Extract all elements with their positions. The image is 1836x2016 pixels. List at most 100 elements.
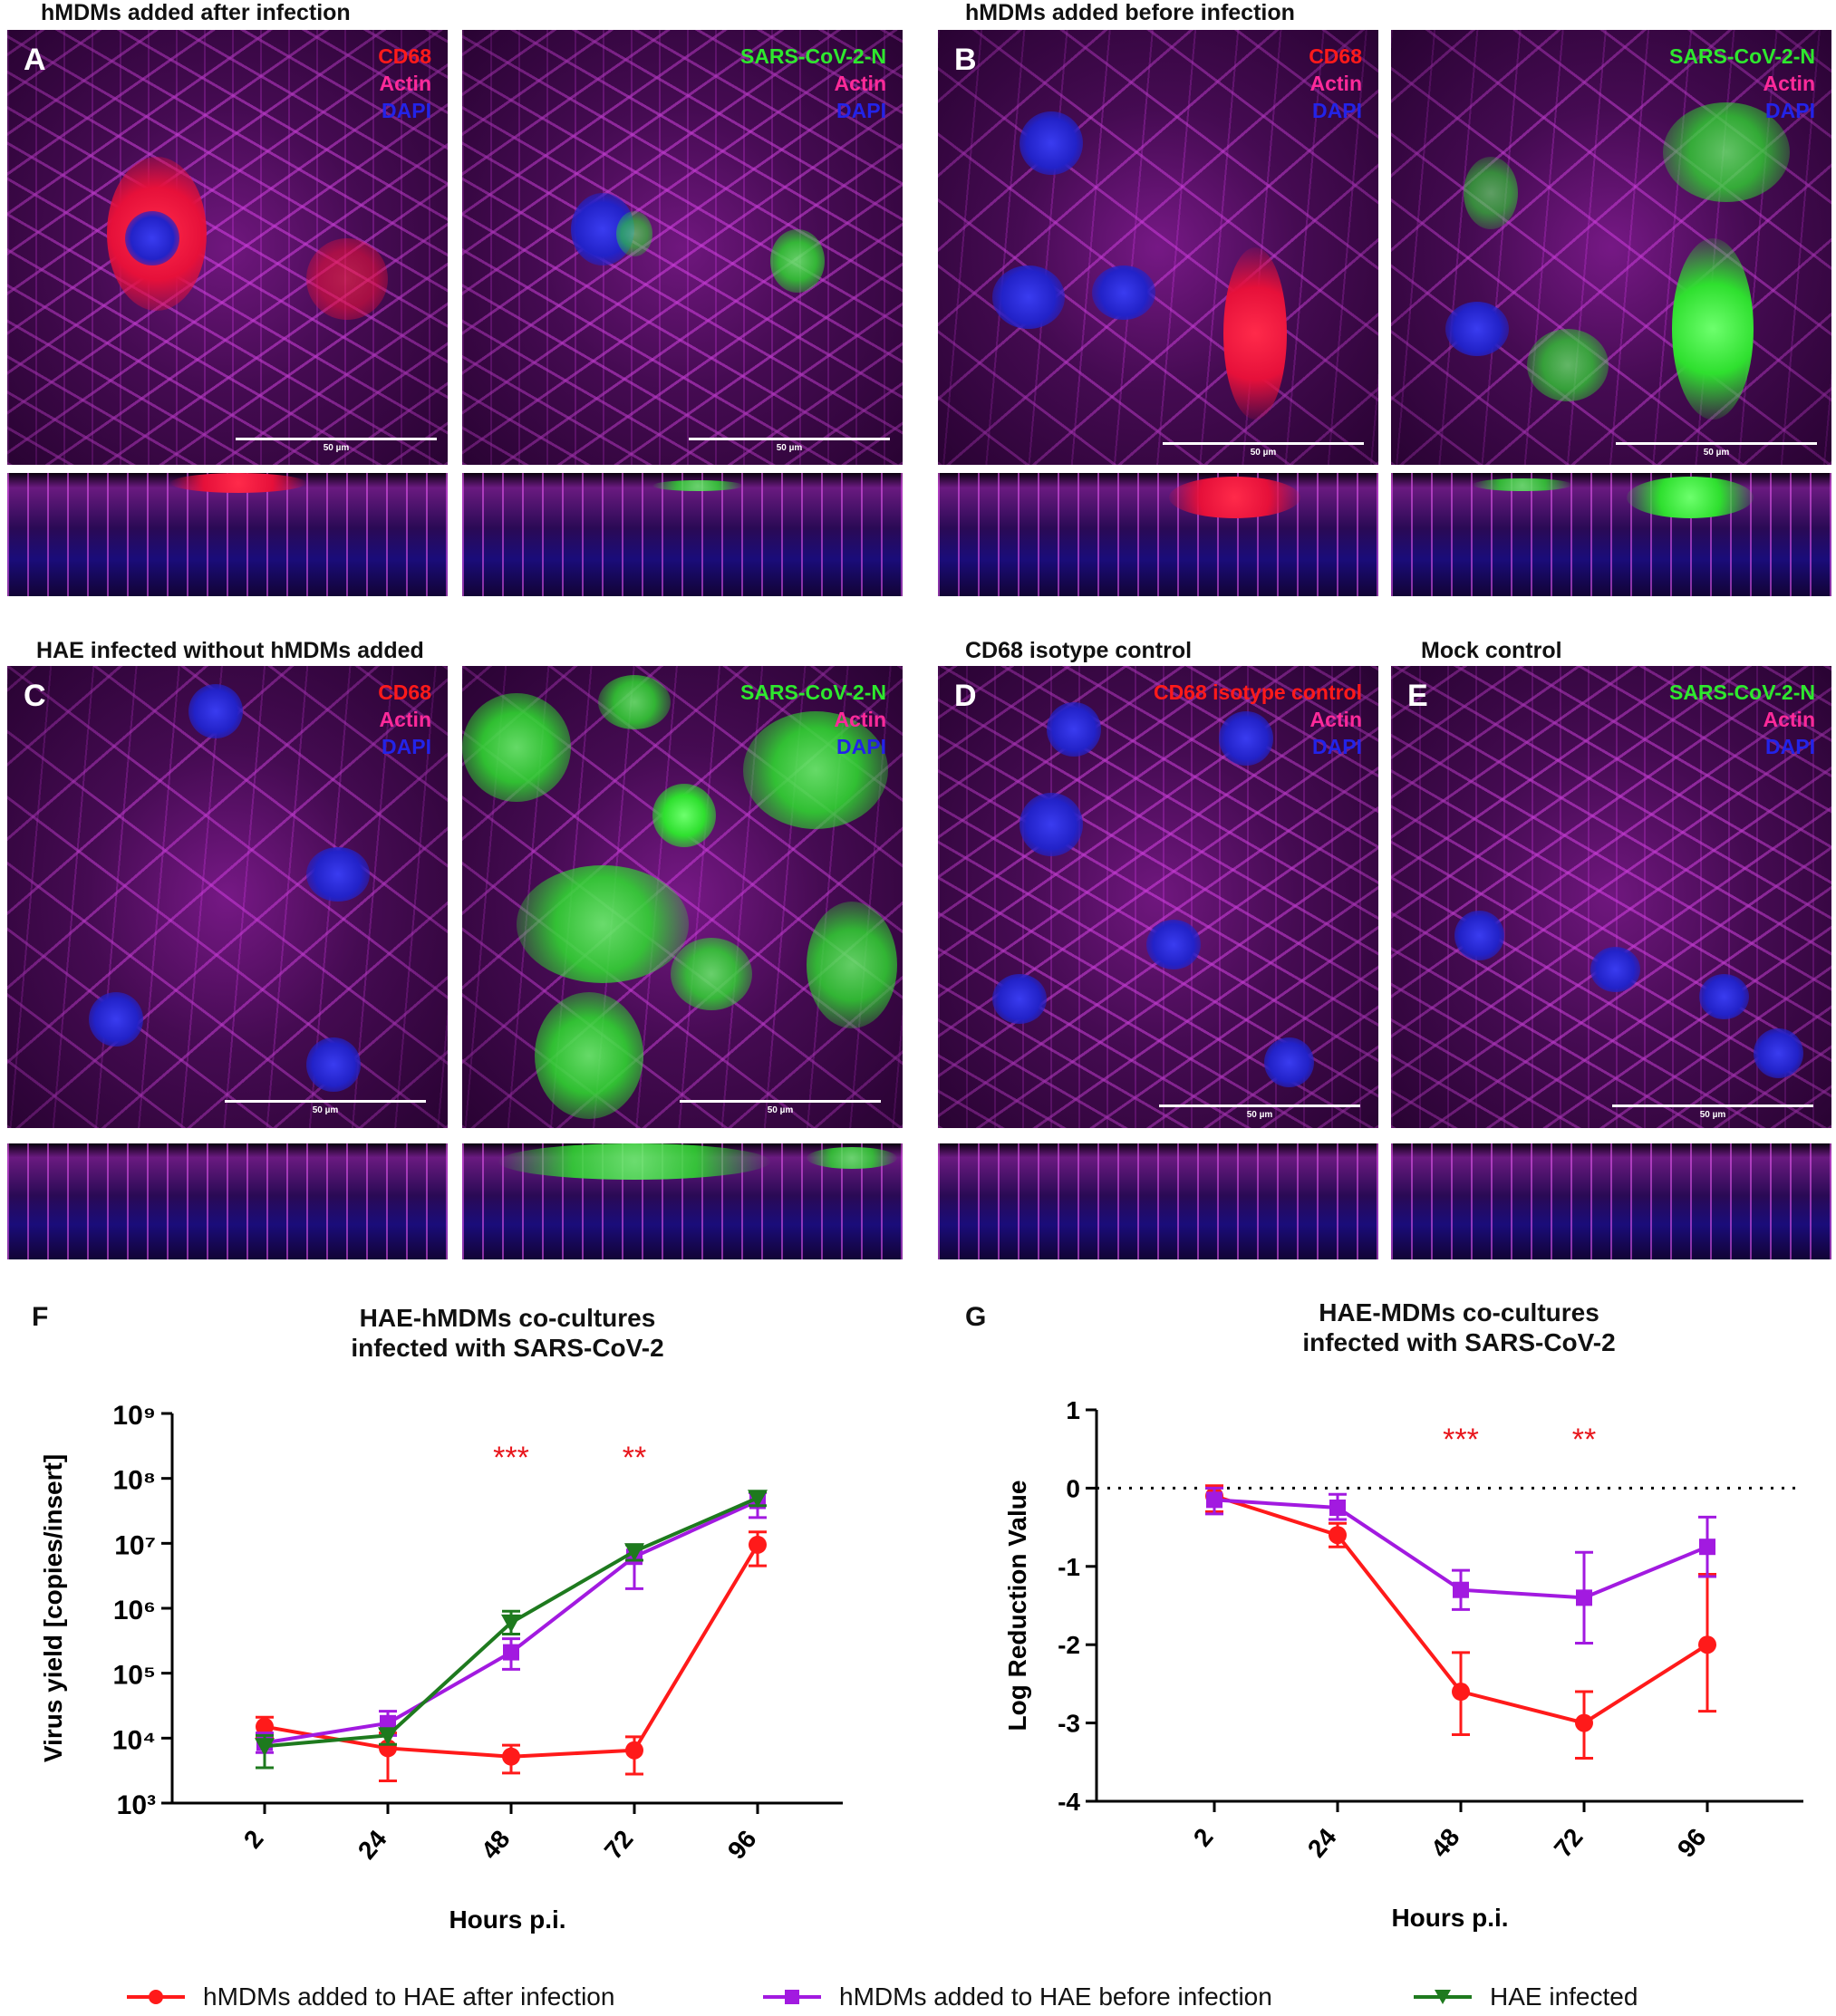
data-point-circle <box>1698 1635 1716 1654</box>
infected-cell <box>535 992 643 1119</box>
stain-dapi: DAPI <box>1765 99 1815 122</box>
y-tick-label: 0 <box>1066 1474 1080 1502</box>
scale-bar-label: 50 µm <box>1250 448 1277 458</box>
cd68-signal <box>170 473 306 493</box>
cd68-positive-cell <box>1223 247 1287 420</box>
y-tick-label: 10⁶ <box>113 1596 156 1625</box>
infected-cell <box>807 902 897 1028</box>
nucleus <box>306 1037 361 1092</box>
stain-legend: CD68 Actin DAPI <box>378 43 431 124</box>
stain-cd68: CD68 <box>378 44 431 68</box>
stain-isotype: CD68 isotype control <box>1153 680 1362 704</box>
data-point-square <box>1453 1581 1469 1598</box>
stain-actin: Actin <box>834 708 887 731</box>
data-point-circle <box>256 1717 274 1736</box>
y-tick-label: 10⁵ <box>113 1661 156 1691</box>
sars-n-signal <box>1473 478 1572 491</box>
legend-item-before: hMDMs added to HAE before infection <box>763 1982 1272 2011</box>
orthogonal-section-b-sars-n <box>1391 473 1831 596</box>
micrograph-d-isotype: D CD68 isotype control Actin DAPI 50 µm <box>938 666 1378 1128</box>
infected-cell <box>652 784 716 847</box>
legend-label-infected: HAE infected <box>1490 1982 1638 2011</box>
stain-dapi: DAPI <box>1312 735 1362 758</box>
stain-sars-n: SARS-CoV-2-N <box>1668 680 1815 704</box>
chart-g-title-line2: infected with SARS-CoV-2 <box>1302 1328 1616 1356</box>
stain-cd68: CD68 <box>378 680 431 704</box>
panel-letter-b: B <box>954 43 977 77</box>
orthogonal-section-e-mock <box>1391 1143 1831 1259</box>
y-tick-label: 10⁷ <box>114 1530 156 1560</box>
scale-bar <box>225 1100 426 1103</box>
stain-actin: Actin <box>1763 708 1816 731</box>
stain-legend: CD68 isotype control Actin DAPI <box>1154 679 1362 760</box>
sars-n-signal <box>498 1143 770 1180</box>
infected-cell <box>1672 238 1754 420</box>
data-point-triangle <box>255 1738 275 1757</box>
stain-legend: SARS-CoV-2-N Actin DAPI <box>1669 679 1815 760</box>
y-tick-label: -1 <box>1058 1553 1080 1581</box>
sars-n-signal <box>807 1147 897 1169</box>
scale-bar <box>1616 442 1817 445</box>
nucleus <box>1590 947 1640 992</box>
data-point-triangle <box>748 1490 768 1509</box>
data-point-circle <box>625 1741 643 1760</box>
stain-dapi: DAPI <box>836 735 886 758</box>
scale-bar <box>236 438 437 440</box>
x-tick-label: 48 <box>1425 1823 1465 1863</box>
panel-letter-e: E <box>1407 679 1428 713</box>
infected-cell <box>671 938 752 1010</box>
stain-actin: Actin <box>834 72 887 95</box>
scale-bar <box>680 1100 881 1103</box>
stain-dapi: DAPI <box>1312 99 1362 122</box>
stain-legend: SARS-CoV-2-N Actin DAPI <box>740 679 886 760</box>
nucleus <box>1019 793 1083 856</box>
section-title-isotype: CD68 isotype control <box>965 638 1193 663</box>
stain-sars-n: SARS-CoV-2-N <box>739 44 886 68</box>
orthogonal-section-c-cd68 <box>7 1143 448 1259</box>
legend-item-infected: HAE infected <box>1414 1982 1638 2011</box>
x-axis-label: Hours p.i. <box>449 1905 565 1934</box>
legend-marker-triangle <box>1414 1990 1472 2004</box>
nucleus <box>1699 974 1749 1019</box>
data-point-square <box>1329 1500 1346 1516</box>
nucleus <box>1219 711 1273 766</box>
significance-label: ** <box>1572 1423 1596 1457</box>
y-tick-label: -2 <box>1058 1631 1080 1659</box>
stain-cd68: CD68 <box>1309 44 1362 68</box>
scale-bar <box>1159 1104 1360 1107</box>
micrograph-b-cd68: B CD68 Actin DAPI 50 µm <box>938 30 1378 465</box>
legend-label-after: hMDMs added to HAE after infection <box>203 1982 615 2011</box>
data-point-square <box>503 1644 519 1661</box>
data-point-square <box>1699 1539 1715 1556</box>
scale-bar-label: 50 µm <box>767 1105 794 1115</box>
stain-dapi: DAPI <box>382 99 431 122</box>
stain-sars-n: SARS-CoV-2-N <box>739 680 886 704</box>
orthogonal-section-a-cd68 <box>7 473 448 596</box>
micrograph-c-cd68: C CD68 Actin DAPI 50 µm <box>7 666 448 1128</box>
chart-g-title: HAE-MDMs co-cultures infected with SARS-… <box>1269 1297 1649 1357</box>
infected-cell <box>616 211 652 256</box>
nucleus <box>1264 1037 1314 1087</box>
scale-bar-label: 50 µm <box>1246 1110 1273 1120</box>
data-point-triangle <box>501 1614 521 1633</box>
orthogonal-section-b-cd68 <box>938 473 1378 596</box>
x-tick-label: 24 <box>353 1825 392 1865</box>
nucleus <box>1092 265 1155 320</box>
stain-dapi: DAPI <box>382 735 431 758</box>
data-point-triangle <box>624 1543 644 1562</box>
nucleus <box>89 992 143 1047</box>
nucleus <box>1754 1028 1803 1078</box>
chart-f-title-line1: HAE-hMDMs co-cultures <box>359 1304 656 1332</box>
orthogonal-section-c-sars-n <box>462 1143 903 1259</box>
infected-cell <box>517 865 689 983</box>
chart-f-title: HAE-hMDMs co-cultures infected with SARS… <box>317 1303 698 1363</box>
chart-f-title-line2: infected with SARS-CoV-2 <box>351 1334 664 1362</box>
x-tick-label: 24 <box>1302 1823 1342 1863</box>
stain-actin: Actin <box>1763 72 1816 95</box>
scale-bar-label: 50 µm <box>1703 448 1730 458</box>
panel-letter-d: D <box>954 679 977 713</box>
stain-dapi: DAPI <box>1765 735 1815 758</box>
stain-actin: Actin <box>379 708 432 731</box>
legend-item-after: hMDMs added to HAE after infection <box>127 1982 614 2011</box>
y-tick-label: 10⁸ <box>112 1466 156 1496</box>
